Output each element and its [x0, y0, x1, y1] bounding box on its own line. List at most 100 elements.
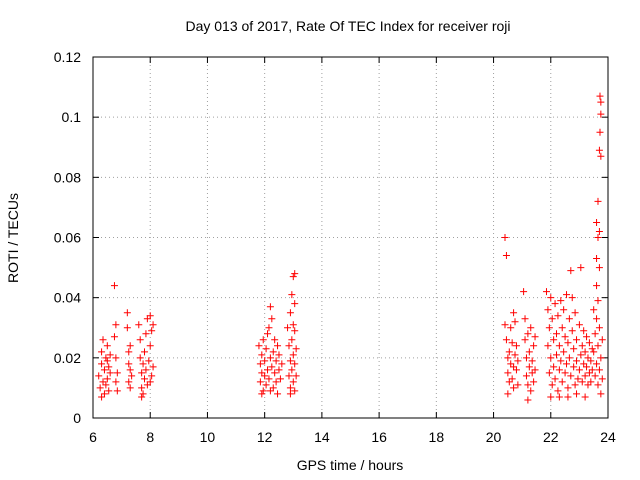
- data-point: [269, 384, 277, 392]
- data-point: [275, 351, 283, 359]
- data-point: [291, 327, 299, 335]
- data-point: [265, 375, 273, 383]
- data-point: [95, 372, 103, 380]
- data-point: [596, 128, 604, 136]
- data-point: [528, 357, 536, 365]
- data-point: [268, 363, 276, 371]
- y-tick-label: 0.04: [54, 290, 81, 306]
- data-point: [262, 381, 270, 389]
- y-tick-label: 0.1: [62, 109, 82, 125]
- data-point: [597, 152, 605, 160]
- data-point: [594, 234, 602, 241]
- data-point: [597, 390, 605, 398]
- data-point: [106, 369, 114, 377]
- data-point: [530, 342, 538, 350]
- x-tick-label: 18: [429, 429, 445, 445]
- data-point: [584, 354, 592, 362]
- data-point: [574, 375, 582, 383]
- data-point: [594, 297, 602, 305]
- data-point: [561, 369, 569, 377]
- data-point: [291, 270, 299, 278]
- data-point: [595, 324, 603, 332]
- data-point: [554, 387, 562, 395]
- x-tick-label: 24: [600, 429, 616, 445]
- data-point: [292, 345, 300, 353]
- data-point: [149, 363, 157, 371]
- data-point: [113, 387, 121, 395]
- data-point: [593, 315, 601, 323]
- data-point: [274, 390, 282, 398]
- data-point: [511, 351, 519, 359]
- data-point: [139, 360, 147, 368]
- data-point: [289, 378, 297, 386]
- data-point: [558, 324, 566, 332]
- data-point: [256, 378, 264, 386]
- data-point: [125, 348, 133, 356]
- data-point: [512, 366, 520, 374]
- data-point: [96, 384, 104, 392]
- data-point: [289, 273, 297, 281]
- grid-lines: [93, 57, 608, 418]
- data-point: [590, 306, 598, 314]
- data-point: [276, 375, 284, 383]
- y-tick-label: 0.12: [54, 49, 81, 65]
- data-point: [570, 345, 578, 353]
- data-point: [598, 336, 606, 344]
- axis-ticks: 6 8 10 12 14 16 18 20 22 24 0 0.02 0.04 0.06 0.08 0.1 0.…: [54, 49, 616, 445]
- data-point: [99, 336, 107, 344]
- data-point: [521, 336, 529, 344]
- data-point: [148, 372, 156, 380]
- data-point: [573, 390, 581, 398]
- data-point: [285, 342, 293, 350]
- data-point: [584, 381, 592, 389]
- data-point: [501, 234, 509, 241]
- data-point: [258, 351, 266, 359]
- data-point: [554, 312, 562, 320]
- data-point: [564, 393, 572, 401]
- data-point: [565, 354, 573, 362]
- data-point: [548, 315, 556, 323]
- data-point: [597, 98, 605, 106]
- data-point: [524, 381, 532, 389]
- chart-title: Day 013 of 2017, Rate Of TEC Index for r…: [185, 18, 510, 34]
- data-point: [504, 369, 512, 377]
- data-point: [278, 360, 286, 368]
- data-point: [578, 342, 586, 350]
- data-point: [527, 387, 535, 395]
- data-point: [542, 288, 550, 296]
- data-point: [551, 375, 559, 383]
- data-point: [525, 363, 533, 371]
- data-point: [272, 378, 280, 386]
- data-point: [547, 294, 555, 302]
- data-point: [555, 366, 563, 374]
- data-point: [593, 282, 601, 290]
- data-point: [143, 381, 151, 389]
- data-point: [262, 345, 270, 353]
- data-point: [565, 315, 573, 323]
- data-point: [136, 354, 144, 362]
- data-point: [571, 309, 579, 317]
- data-point: [596, 92, 604, 100]
- data-point: [268, 315, 276, 323]
- data-point: [593, 218, 601, 226]
- data-point: [588, 366, 596, 374]
- data-point: [544, 306, 552, 314]
- data-point: [583, 363, 591, 371]
- data-point: [103, 357, 111, 365]
- data-point: [568, 327, 576, 335]
- data-point: [505, 378, 513, 386]
- data-point: [136, 336, 144, 344]
- data-point: [259, 336, 267, 344]
- data-point: [585, 339, 593, 347]
- data-point: [504, 390, 512, 398]
- data-point: [112, 321, 120, 329]
- data-point: [510, 309, 518, 317]
- data-point: [291, 387, 299, 395]
- data-point: [524, 396, 532, 404]
- data-point: [577, 351, 585, 359]
- data-point: [530, 378, 538, 386]
- data-point: [547, 354, 555, 362]
- data-point: [507, 324, 515, 332]
- data-point: [587, 357, 595, 365]
